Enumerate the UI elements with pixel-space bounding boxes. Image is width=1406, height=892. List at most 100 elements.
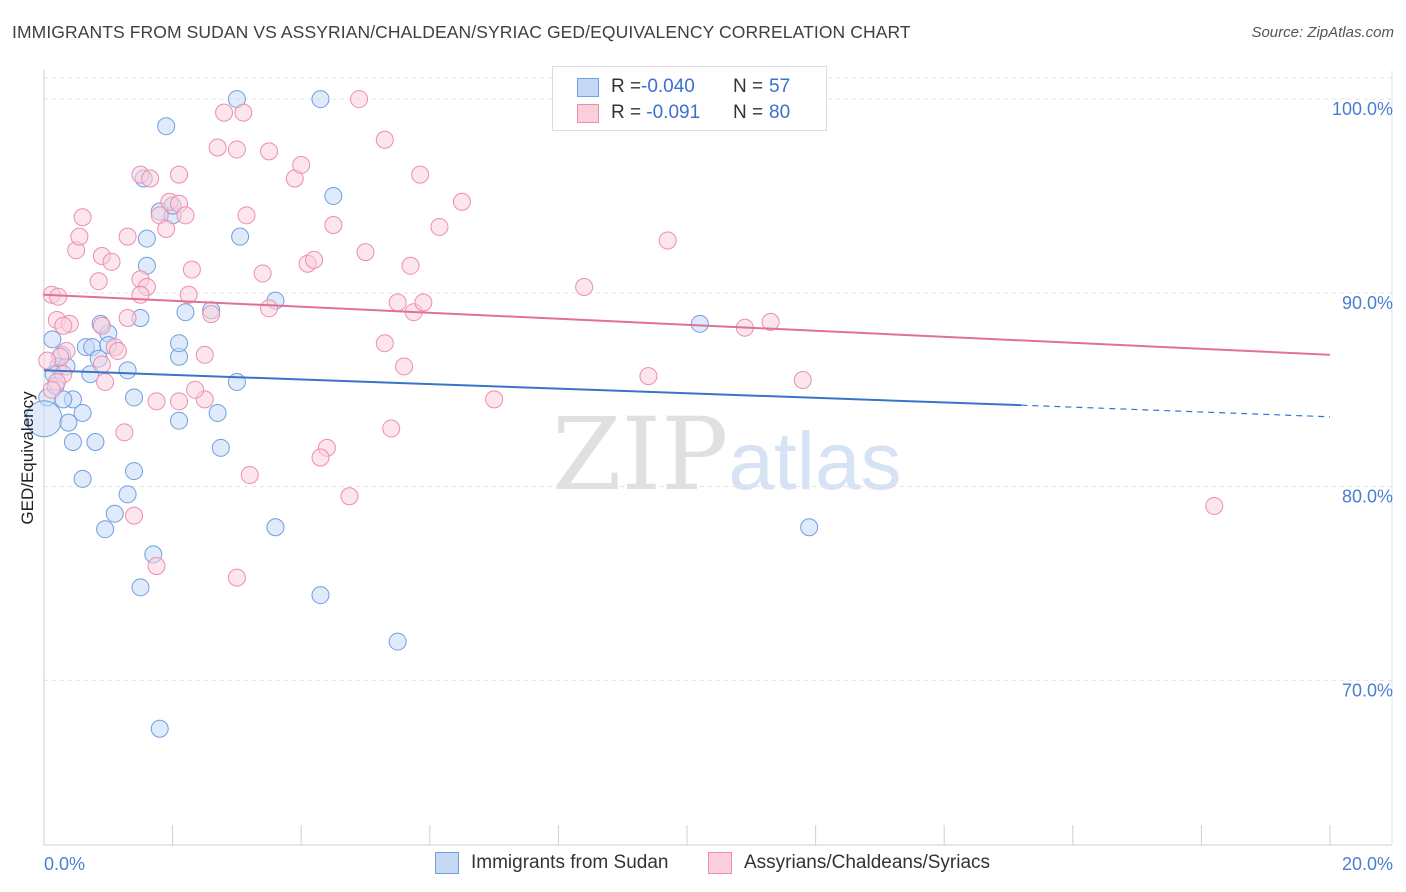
point-sudan <box>150 719 169 738</box>
point-assyrian <box>102 252 121 271</box>
point-assyrian <box>260 299 279 318</box>
legend-r-label: R = <box>611 76 642 97</box>
point-assyrian <box>38 351 57 370</box>
point-sudan <box>81 365 100 384</box>
point-sudan <box>137 229 156 248</box>
chart-title: IMMIGRANTS FROM SUDAN VS ASSYRIAN/CHALDE… <box>12 22 911 42</box>
chart-source: Source: ZipAtlas.com <box>1251 24 1394 41</box>
point-assyrian <box>240 465 259 484</box>
legend-row-sudan: R = -0.040 N = 57 <box>577 74 790 100</box>
point-assyrian <box>202 305 221 324</box>
point-assyrian <box>793 371 812 389</box>
y-tick-label: 80.0% <box>1342 487 1393 507</box>
point-assyrian <box>401 256 420 275</box>
point-assyrian <box>658 231 677 250</box>
point-assyrian <box>340 487 359 506</box>
point-assyrian <box>311 448 330 467</box>
point-assyrian <box>215 103 234 122</box>
point-assyrian <box>118 309 137 327</box>
trend-lines <box>43 293 1331 418</box>
point-sudan <box>105 504 124 523</box>
point-assyrian <box>388 293 407 312</box>
legend-r-value: -0.040 <box>641 76 695 97</box>
point-assyrian <box>452 192 471 211</box>
point-sudan <box>125 462 144 481</box>
point-assyrian <box>305 250 324 269</box>
point-assyrian <box>575 278 594 296</box>
watermark: ZIPatlas <box>552 396 902 513</box>
watermark-atlas: atlas <box>728 416 902 507</box>
bottom-legend-sudan: Immigrants from Sudan <box>435 852 668 874</box>
point-assyrian <box>131 285 150 304</box>
legend-n-label: N = <box>733 76 764 97</box>
point-sudan <box>59 413 78 432</box>
point-assyrian <box>237 206 256 225</box>
point-sudan <box>157 117 176 136</box>
point-assyrian <box>118 227 137 246</box>
point-sudan <box>54 390 73 409</box>
legend-r-label: R = <box>611 102 642 123</box>
point-assyrian <box>375 334 394 353</box>
point-sudan <box>118 361 137 380</box>
point-assyrian <box>414 293 433 312</box>
bottom-legend-swatch-sudan <box>435 852 459 874</box>
point-assyrian <box>234 103 253 122</box>
point-sudan <box>208 403 227 422</box>
point-assyrian <box>411 165 430 184</box>
point-assyrian <box>356 243 375 262</box>
point-assyrian <box>430 217 449 236</box>
point-assyrian <box>92 355 111 374</box>
trend-line-sudan-extension <box>1021 404 1331 418</box>
point-assyrian <box>761 312 780 331</box>
point-assyrian <box>485 390 504 409</box>
trend-line-sudan <box>43 369 1022 407</box>
legend-n-label: N = <box>733 102 764 123</box>
point-sudan <box>311 586 330 605</box>
point-sudan <box>266 518 285 537</box>
point-assyrian <box>89 272 108 291</box>
point-assyrian <box>170 392 189 411</box>
point-assyrian <box>375 130 394 149</box>
bottom-legend-assyrian: Assyrians/Chaldeans/Syriacs <box>708 852 990 874</box>
point-assyrian <box>157 219 176 238</box>
point-sudan <box>311 90 330 109</box>
x-tick-label-max: 20.0% <box>1342 854 1393 874</box>
point-sudan <box>96 520 115 539</box>
correlation-legend: R = -0.040 N = 57 R = -0.091 N = 80 <box>552 66 827 131</box>
point-assyrian <box>54 316 73 335</box>
point-assyrian <box>195 345 214 364</box>
point-assyrian <box>147 557 166 575</box>
legend-r-value: -0.091 <box>641 102 701 123</box>
point-assyrian <box>92 316 111 335</box>
x-tick-label-min: 0.0% <box>44 854 85 874</box>
point-assyrian <box>227 568 246 587</box>
point-assyrian <box>1205 496 1224 515</box>
point-assyrian <box>170 165 189 184</box>
point-assyrian <box>208 138 227 157</box>
point-assyrian <box>182 260 201 279</box>
bottom-legend-label-assyrian: Assyrians/Chaldeans/Syriacs <box>744 852 991 873</box>
point-sudan <box>131 578 150 597</box>
bottom-legend-swatch-assyrian <box>708 852 732 874</box>
point-assyrian <box>292 155 311 174</box>
point-sudan <box>125 388 144 407</box>
axes <box>43 70 1393 846</box>
point-assyrian <box>73 208 92 227</box>
point-sudan <box>118 485 137 504</box>
point-sudan <box>231 227 250 246</box>
point-assyrian <box>639 367 658 386</box>
point-sudan <box>324 186 343 205</box>
point-sudan <box>86 433 105 451</box>
point-sudan <box>170 411 189 430</box>
watermark-zip: ZIP <box>552 396 729 513</box>
point-assyrian <box>115 423 134 442</box>
legend-row-assyrian: R = -0.091 N = 80 <box>577 100 790 126</box>
legend-swatch-assyrian <box>577 103 599 123</box>
point-assyrian <box>42 380 61 399</box>
point-assyrian <box>179 285 198 304</box>
legend-n-value: 80 <box>769 102 791 123</box>
point-assyrian <box>382 419 401 438</box>
point-assyrian <box>186 380 205 399</box>
gridlines <box>44 77 1395 681</box>
y-axis-label: GED/Equivalency <box>18 391 37 525</box>
